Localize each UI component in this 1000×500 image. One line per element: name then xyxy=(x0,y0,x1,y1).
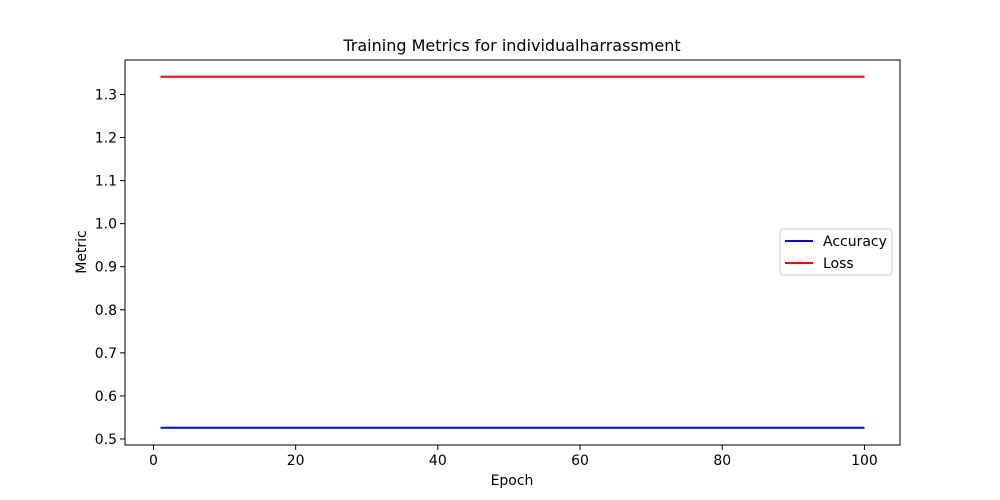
x-tick-label: 60 xyxy=(571,453,589,469)
x-axis-ticks: 0 20 40 60 80 100 xyxy=(149,445,878,469)
x-tick-label: 40 xyxy=(429,453,447,469)
y-tick-label: 1.0 xyxy=(95,217,117,233)
y-tick-label: 0.5 xyxy=(95,432,117,448)
x-tick-label: 100 xyxy=(851,453,878,469)
plot-frame xyxy=(124,59,901,446)
y-tick-label: 0.9 xyxy=(95,260,117,276)
y-tick-label: 0.6 xyxy=(95,389,117,405)
y-tick-label: 0.7 xyxy=(95,346,117,362)
series-lines xyxy=(160,75,865,429)
x-tick-label: 80 xyxy=(713,453,731,469)
y-tick-label: 1.1 xyxy=(95,174,117,190)
legend-label-loss: Loss xyxy=(823,256,854,272)
y-tick-label: 1.3 xyxy=(95,87,117,103)
chart-title: Training Metrics for individualharrassme… xyxy=(342,36,680,55)
legend-label-accuracy: Accuracy xyxy=(823,234,887,250)
y-axis-label: Metric xyxy=(74,230,90,274)
x-axis-label: Epoch xyxy=(491,473,534,489)
y-tick-label: 0.8 xyxy=(95,303,117,319)
x-tick-label: 20 xyxy=(287,453,305,469)
x-tick-label: 0 xyxy=(149,453,158,469)
y-axis-ticks: 0.5 0.6 0.7 0.8 0.9 1.0 1.1 1.2 1.3 xyxy=(95,87,125,448)
legend: Accuracy Loss xyxy=(779,228,893,276)
y-tick-label: 1.2 xyxy=(95,131,117,147)
